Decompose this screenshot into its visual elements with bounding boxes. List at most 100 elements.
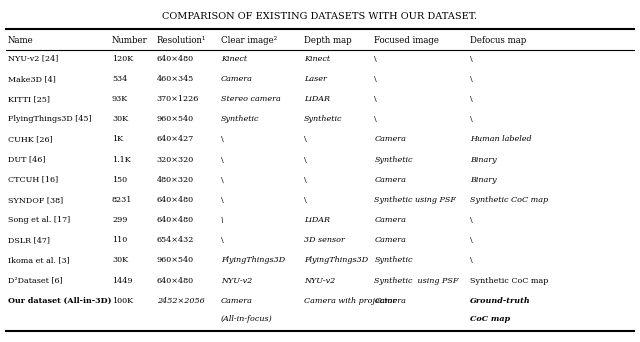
Text: \: \ <box>470 75 473 83</box>
Text: 1449: 1449 <box>112 277 132 285</box>
Text: 640×480: 640×480 <box>157 196 194 204</box>
Text: Stereo camera: Stereo camera <box>221 95 280 103</box>
Text: CoC map: CoC map <box>470 315 511 323</box>
Text: 2452×2056: 2452×2056 <box>157 297 205 305</box>
Text: Camera: Camera <box>221 75 253 83</box>
Text: 640×480: 640×480 <box>157 216 194 224</box>
Text: (All-in-focus): (All-in-focus) <box>221 315 273 323</box>
Text: D²Dataset [6]: D²Dataset [6] <box>8 277 63 285</box>
Text: Focused image: Focused image <box>374 36 440 45</box>
Text: \: \ <box>374 95 377 103</box>
Text: 370×1226: 370×1226 <box>157 95 199 103</box>
Text: COMPARISON OF EXISTING DATASETS WITH OUR DATASET.: COMPARISON OF EXISTING DATASETS WITH OUR… <box>163 12 477 21</box>
Text: 3D sensor: 3D sensor <box>304 236 345 244</box>
Text: Synthetic: Synthetic <box>374 156 413 163</box>
Text: \: \ <box>221 236 223 244</box>
Text: Song et al. [17]: Song et al. [17] <box>8 216 70 224</box>
Text: \: \ <box>470 256 473 264</box>
Text: \: \ <box>304 176 307 184</box>
Text: Binary: Binary <box>470 176 497 184</box>
Text: FlyingThings3D: FlyingThings3D <box>304 256 368 264</box>
Text: LiDAR: LiDAR <box>304 95 330 103</box>
Text: \: \ <box>470 115 473 123</box>
Text: \: \ <box>304 196 307 204</box>
Text: DSLR [47]: DSLR [47] <box>8 236 50 244</box>
Text: Synthetic: Synthetic <box>221 115 259 123</box>
Text: Make3D [4]: Make3D [4] <box>8 75 56 83</box>
Text: Clear image²: Clear image² <box>221 36 277 45</box>
Text: Synthetic  using PSF: Synthetic using PSF <box>374 277 459 285</box>
Text: FlyingThings3D: FlyingThings3D <box>221 256 285 264</box>
Text: 150: 150 <box>112 176 127 184</box>
Text: Synthetic: Synthetic <box>374 256 413 264</box>
Text: Camera: Camera <box>374 236 406 244</box>
Text: NYU-v2: NYU-v2 <box>304 277 335 285</box>
Text: 640×480: 640×480 <box>157 55 194 63</box>
Text: \: \ <box>221 176 223 184</box>
Text: Camera: Camera <box>221 297 253 305</box>
Text: \: \ <box>374 55 377 63</box>
Text: 1.1K: 1.1K <box>112 156 131 163</box>
Text: 8231: 8231 <box>112 196 132 204</box>
Text: NYU-v2 [24]: NYU-v2 [24] <box>8 55 58 63</box>
Text: \: \ <box>221 156 223 163</box>
Text: Synthetic CoC map: Synthetic CoC map <box>470 196 548 204</box>
Text: Kinect: Kinect <box>221 55 247 63</box>
Text: Number: Number <box>112 36 148 45</box>
Text: Defocus map: Defocus map <box>470 36 527 45</box>
Text: \: \ <box>221 216 223 224</box>
Text: \: \ <box>304 135 307 143</box>
Text: \: \ <box>374 115 377 123</box>
Text: 93K: 93K <box>112 95 128 103</box>
Text: Camera with projector: Camera with projector <box>304 297 396 305</box>
Text: Ground-truth: Ground-truth <box>470 297 531 305</box>
Text: \: \ <box>470 55 473 63</box>
Text: Kinect: Kinect <box>304 55 330 63</box>
Text: Camera: Camera <box>374 297 406 305</box>
Text: 960×540: 960×540 <box>157 256 194 264</box>
Text: NYU-v2: NYU-v2 <box>221 277 252 285</box>
Text: Camera: Camera <box>374 216 406 224</box>
Text: Laser: Laser <box>304 75 327 83</box>
Text: Ikoma et al. [3]: Ikoma et al. [3] <box>8 256 69 264</box>
Text: \: \ <box>221 135 223 143</box>
Text: \: \ <box>470 95 473 103</box>
Text: Synthetic using PSF: Synthetic using PSF <box>374 196 456 204</box>
Text: 30K: 30K <box>112 256 128 264</box>
Text: 960×540: 960×540 <box>157 115 194 123</box>
Text: Camera: Camera <box>374 176 406 184</box>
Text: SYNDOF [38]: SYNDOF [38] <box>8 196 63 204</box>
Text: CTCUH [16]: CTCUH [16] <box>8 176 58 184</box>
Text: \: \ <box>470 216 473 224</box>
Text: Name: Name <box>8 36 33 45</box>
Text: 1K: 1K <box>112 135 123 143</box>
Text: 640×427: 640×427 <box>157 135 194 143</box>
Text: 30K: 30K <box>112 115 128 123</box>
Text: \: \ <box>304 156 307 163</box>
Text: 534: 534 <box>112 75 127 83</box>
Text: Synthetic CoC map: Synthetic CoC map <box>470 277 548 285</box>
Text: Binary: Binary <box>470 156 497 163</box>
Text: Human labeled: Human labeled <box>470 135 532 143</box>
Text: 640×480: 640×480 <box>157 277 194 285</box>
Text: \: \ <box>470 236 473 244</box>
Text: 299: 299 <box>112 216 127 224</box>
Text: 480×320: 480×320 <box>157 176 194 184</box>
Text: 460×345: 460×345 <box>157 75 194 83</box>
Text: FlyingThings3D [45]: FlyingThings3D [45] <box>8 115 92 123</box>
Text: Our dataset (All-in-3D): Our dataset (All-in-3D) <box>8 297 111 305</box>
Text: 320×320: 320×320 <box>157 156 194 163</box>
Text: \: \ <box>221 196 223 204</box>
Text: Synthetic: Synthetic <box>304 115 342 123</box>
Text: LiDAR: LiDAR <box>304 216 330 224</box>
Text: Camera: Camera <box>374 135 406 143</box>
Text: Depth map: Depth map <box>304 36 351 45</box>
Text: 120K: 120K <box>112 55 133 63</box>
Text: DUT [46]: DUT [46] <box>8 156 45 163</box>
Text: Resolution¹: Resolution¹ <box>157 36 206 45</box>
Text: \: \ <box>374 75 377 83</box>
Text: 654×432: 654×432 <box>157 236 194 244</box>
Text: CUHK [26]: CUHK [26] <box>8 135 52 143</box>
Text: 100K: 100K <box>112 297 133 305</box>
Text: 110: 110 <box>112 236 127 244</box>
